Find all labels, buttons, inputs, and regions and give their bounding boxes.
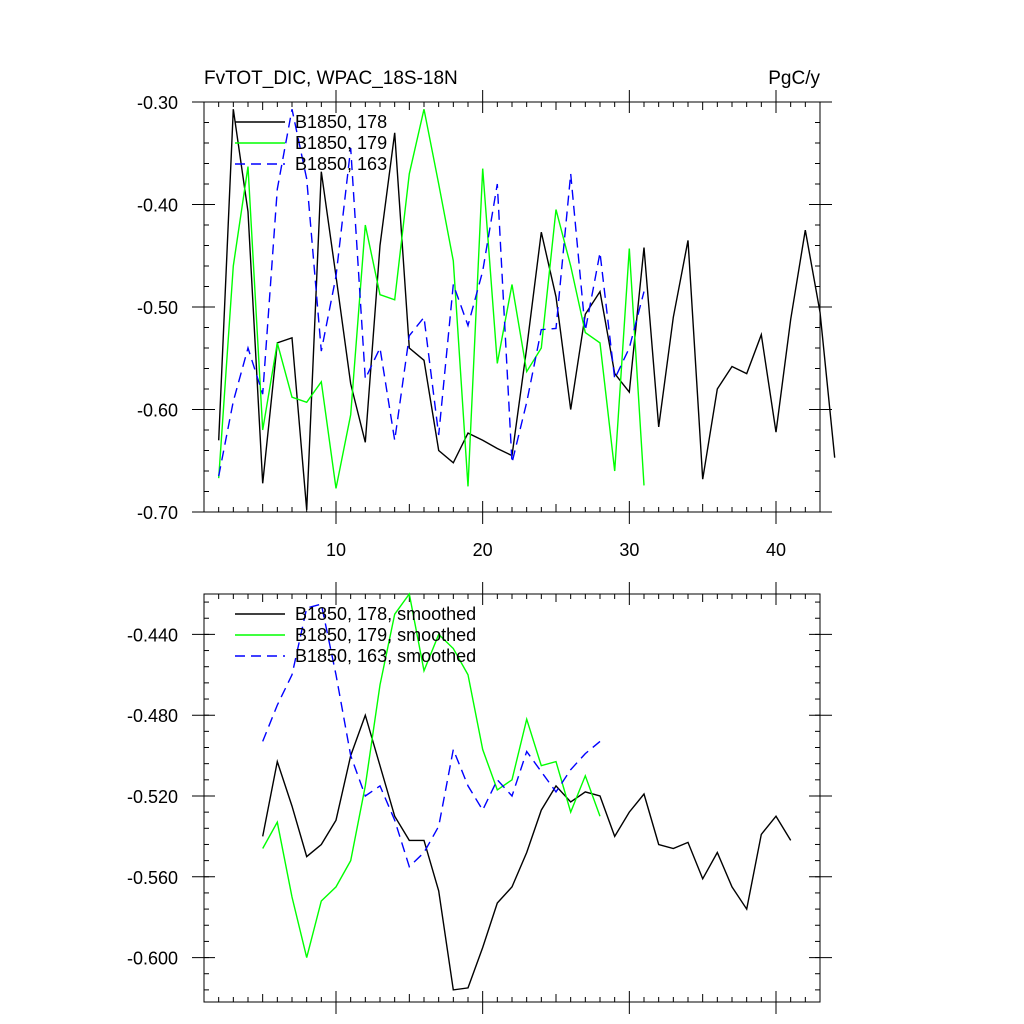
y-tick-label: -0.70: [137, 503, 178, 523]
units-label: PgC/y: [768, 68, 820, 89]
legend-label: B1850, 179, smoothed: [295, 625, 476, 645]
legend-label: B1850, 163, smoothed: [295, 646, 476, 666]
series-line-b1850-178: [218, 109, 836, 510]
y-tick-label: -0.560: [127, 868, 178, 888]
y-tick-label: -0.520: [127, 787, 178, 807]
y-tick-label: -0.480: [127, 706, 178, 726]
bottom-chart-panel: -0.600 -0.560 -0.520 -0.480 -0.440 B1850, 178…: [127, 582, 832, 1014]
y-tick-label: -0.50: [137, 298, 178, 318]
y-tick-label: -0.60: [137, 401, 178, 421]
series-line-b1850-179-smoothed: [262, 592, 601, 958]
y-tick-label: -0.600: [127, 949, 178, 969]
x-tick-label: 20: [473, 540, 493, 560]
x-tick-label: 10: [326, 540, 346, 560]
series-line-b1850-163-smoothed: [262, 603, 601, 868]
legend-label: B1850, 178, smoothed: [295, 604, 476, 624]
top-chart-panel: FvTOT_DIC, WPAC_18S-18N PgC/y 10 20 30 40 -0…: [137, 68, 836, 560]
series-line-b1850-163: [218, 109, 645, 477]
y-tick-label: -0.40: [137, 196, 178, 216]
x-tick-label: 30: [619, 540, 639, 560]
y-tick-label: -0.440: [127, 625, 178, 645]
series-line-b1850-178-smoothed: [262, 712, 792, 991]
y-tick-label: -0.30: [137, 93, 178, 113]
legend-label: B1850, 179: [295, 133, 387, 153]
legend-label: B1850, 178: [295, 112, 387, 132]
legend-label: B1850, 163: [295, 154, 387, 174]
x-tick-label: 40: [766, 540, 786, 560]
series-line-b1850-179: [218, 109, 645, 489]
chart-title: FvTOT_DIC, WPAC_18S-18N: [204, 68, 458, 89]
